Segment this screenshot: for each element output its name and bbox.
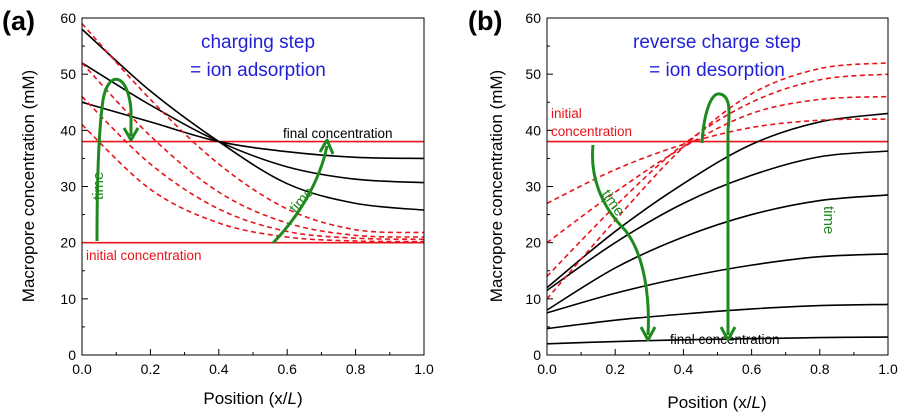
step-title-b-line2: = ion desorption [649, 60, 785, 81]
series-line-red-dashed [81, 23, 425, 234]
time-arrow-a-left: time [90, 78, 140, 242]
step-title-a-line1: charging step [201, 32, 315, 53]
series-line-black-solid [81, 101, 425, 160]
y-tick-label: 30 [525, 179, 541, 195]
y-tick-label: 40 [60, 122, 76, 138]
y-tick-label: 20 [60, 235, 76, 251]
y-tick-label: 0 [533, 347, 541, 363]
y-tick-label: 60 [60, 10, 76, 26]
series-line-black-solid [81, 62, 425, 184]
x-tick-label: 0.2 [141, 361, 161, 377]
y-tick-label: 60 [525, 10, 541, 26]
x-tick-label: 0.2 [605, 361, 625, 377]
time-label-b-right: time [820, 206, 837, 234]
y-tick-label: 50 [525, 66, 541, 82]
x-tick-label: 0.6 [742, 361, 762, 377]
x-tick-label: 1.0 [414, 361, 434, 377]
series-line-black-solid [546, 303, 889, 330]
final-concentration-label-b: final concentration [670, 332, 780, 347]
y-tick-label: 20 [525, 235, 541, 251]
step-title-a-line2: = ion adsorption [190, 60, 326, 81]
series-line-red-dashed [546, 73, 889, 277]
panel-label-a: (a) [2, 6, 35, 36]
time-arrow-a-right: time [271, 138, 335, 245]
series-line-black-solid [546, 194, 889, 311]
y-tick-label: 0 [68, 347, 76, 363]
series-line-black-solid [546, 336, 889, 345]
y-tick-label: 10 [525, 291, 541, 307]
x-tick-label: 0.8 [810, 361, 830, 377]
series-line-red-dashed [81, 62, 425, 238]
time-arrow-b-right: time [700, 92, 837, 342]
series-line-black-solid [81, 28, 425, 211]
x-axis-title-b: Position (x/L) [667, 393, 766, 412]
x-tick-label: 0.4 [209, 361, 229, 377]
initial-concentration-label-b: initial concentration [551, 106, 632, 139]
x-tick-label: 1.0 [878, 361, 898, 377]
series-line-red-dashed [546, 62, 889, 300]
plot-frame-a [81, 17, 425, 356]
y-tick-label: 10 [60, 291, 76, 307]
initial-concentration-label-a: initial concentration [86, 248, 202, 263]
y-tick-label: 50 [60, 66, 76, 82]
x-tick-label: 0.4 [674, 361, 694, 377]
series-line-black-solid [546, 253, 889, 314]
x-tick-label: 0.0 [537, 361, 557, 377]
x-axis-title-a: Position (x/L) [203, 389, 302, 408]
y-tick-label: 30 [60, 179, 76, 195]
series-line-red-dashed [81, 96, 425, 241]
chart-panel-a: (a) 0.0 0.2 0.4 0.6 0.8 1.0 0 10 20 30 40 50 60 char… [2, 6, 434, 408]
final-concentration-label-a: final concentration [283, 126, 393, 141]
series-line-red-dashed [546, 118, 889, 205]
series-line-black-solid [546, 150, 889, 292]
plot-frame-b [546, 17, 889, 356]
x-tick-label: 0.6 [277, 361, 297, 377]
step-title-b-line1: reverse charge step [633, 32, 801, 53]
y-tick-label: 40 [525, 122, 541, 138]
time-label-b-left: time [598, 187, 628, 220]
y-axis-title-b: Macropore concentration (mM) [487, 70, 506, 302]
series-line-red-dashed [81, 124, 425, 243]
chart-panel-b: (b) 0.0 0.2 0.4 0.6 0.8 1.0 0 10 20 30 40 50 60 reve… [468, 6, 898, 412]
x-tick-label: 0.0 [72, 361, 92, 377]
time-label-a-left: time [90, 172, 107, 200]
y-axis-title-a: Macropore concentration (mM) [19, 70, 38, 302]
panel-label-b: (b) [468, 6, 502, 36]
x-tick-label: 0.8 [346, 361, 366, 377]
series-line-black-solid [546, 112, 889, 289]
